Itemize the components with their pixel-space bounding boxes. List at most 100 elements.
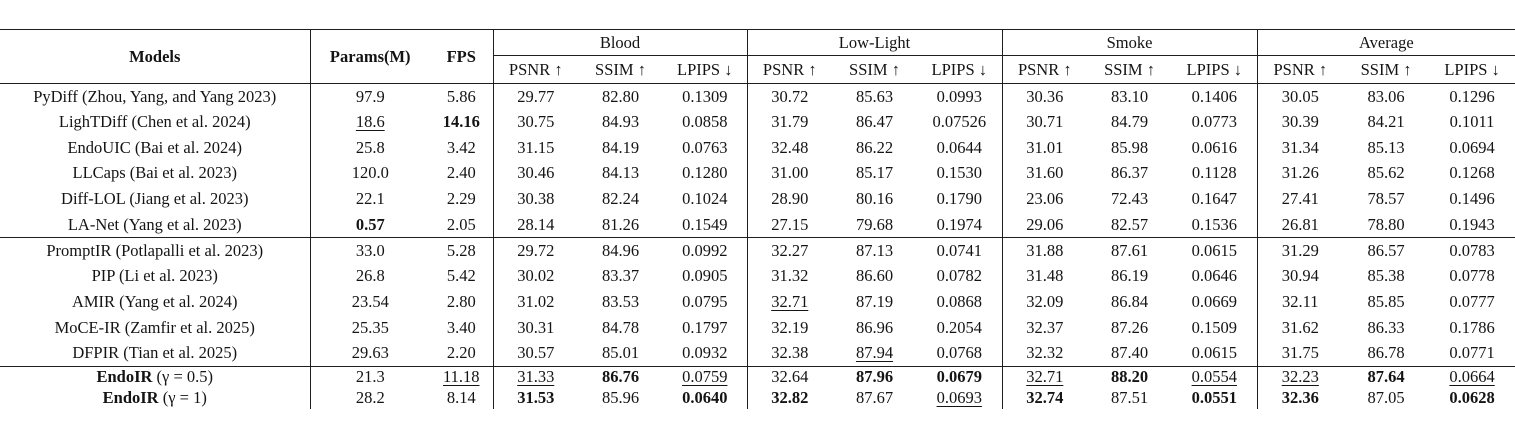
value-cell: 85.38 [1367, 266, 1405, 286]
value-cell: 87.19 [855, 291, 894, 311]
value-cell: 0.1128 [1172, 160, 1258, 187]
value-cell: 86.57 [1343, 237, 1430, 264]
value-cell: 28.90 [771, 189, 809, 209]
results-table-body: PyDiff (Zhou, Yang, and Yang 2023) 97.9 5.… [0, 83, 1515, 410]
value-cell: 0.1549 [663, 211, 748, 238]
value-cell: 5.42 [430, 263, 494, 289]
value-cell: 83.06 [1367, 86, 1405, 106]
table-row: PromptIR (Potlapalli et al. 2023) 33.0 5.2… [0, 237, 1515, 264]
metric-header-ssim: SSIM ↑ [832, 55, 917, 84]
metric-header-lpips: LPIPS ↓ [917, 55, 1003, 84]
value-cell: 31.26 [1281, 163, 1319, 183]
value-cell: 87.05 [1367, 388, 1405, 408]
value-cell: 86.19 [1110, 266, 1149, 286]
value-cell: 79.68 [855, 214, 894, 234]
value-cell: 30.31 [517, 317, 555, 337]
value-cell: 22.1 [355, 189, 385, 209]
metric-header-ssim: SSIM ↑ [578, 55, 663, 84]
value-cell: 80.16 [855, 189, 894, 209]
value-cell: 0.0644 [917, 134, 1003, 161]
value-cell: 87.40 [1110, 342, 1149, 362]
value-cell: 31.32 [771, 266, 809, 286]
value-cell: 84.13 [601, 163, 640, 183]
value-cell: 0.1974 [917, 211, 1003, 238]
value-cell: 26.8 [355, 266, 385, 286]
value-cell: 31.33 [493, 365, 578, 388]
metric-header-lpips: LPIPS ↓ [1429, 55, 1515, 84]
value-cell: 32.36 [1281, 388, 1319, 408]
value-cell: 0.1309 [663, 83, 748, 110]
value-cell: 84.96 [578, 237, 663, 264]
model-name-cell: PyDiff (Zhou, Yang, and Yang 2023) [0, 83, 311, 110]
value-cell: 29.63 [351, 342, 389, 362]
value-cell: 86.84 [1110, 291, 1149, 311]
model-name-cell: PIP (Li et al. 2023) [0, 263, 311, 289]
value-cell: 85.85 [1367, 291, 1405, 311]
value-cell: 0.0795 [663, 289, 748, 315]
value-cell: 87.64 [1343, 365, 1430, 388]
value-cell: 31.29 [1257, 237, 1344, 264]
value-cell: 31.01 [1026, 137, 1064, 157]
value-cell: 31.00 [771, 163, 809, 183]
value-cell: 87.13 [832, 237, 917, 264]
value-cell: 0.0771 [1449, 342, 1495, 362]
table-row: EndoIR (γ = 0.5) 21.3 11.18 31.33 86.76 0.075… [0, 365, 1515, 388]
value-cell: 31.75 [1281, 342, 1319, 362]
table-row: AMIR (Yang et al. 2024) 23.54 2.80 31.02 83.… [0, 289, 1515, 315]
value-cell: 3.42 [430, 134, 494, 161]
value-cell: 84.78 [601, 317, 640, 337]
column-header-fps: FPS [430, 29, 494, 84]
value-cell: 14.16 [430, 109, 494, 135]
value-cell: 29.77 [517, 86, 555, 106]
value-cell: 28.14 [517, 214, 555, 234]
value-cell: 23.54 [351, 291, 389, 311]
value-cell: 86.60 [855, 266, 894, 286]
value-cell: 26.81 [1281, 214, 1319, 234]
value-cell: 31.62 [1281, 317, 1319, 337]
value-cell: 0.1496 [1449, 189, 1495, 209]
results-table: Models Params(M) FPS Blood Low-Light Smo… [0, 29, 1515, 410]
value-cell: 84.19 [601, 137, 640, 157]
value-cell: 32.23 [1257, 365, 1344, 388]
model-name-cell: Diff-LOL (Jiang et al. 2023) [0, 186, 311, 212]
value-cell: 31.88 [1002, 237, 1088, 264]
model-name-cell: EndoUIC (Bai et al. 2024) [0, 134, 311, 161]
value-cell: 29.06 [1026, 214, 1064, 234]
model-name-cell: LighTDiff (Chen et al. 2024) [0, 109, 311, 135]
value-cell: 87.94 [855, 342, 894, 362]
value-cell: 32.71 [771, 291, 809, 311]
value-cell: 25.8 [355, 137, 385, 157]
value-cell: 32.71 [1002, 365, 1088, 388]
value-cell: 30.02 [517, 266, 555, 286]
value-cell: 8.14 [430, 387, 494, 410]
value-cell: 0.0768 [917, 340, 1003, 367]
value-cell: 0.1797 [663, 314, 748, 341]
value-cell: 82.24 [601, 189, 640, 209]
value-cell: 0.0664 [1429, 365, 1515, 388]
value-cell: 0.1268 [1449, 163, 1495, 183]
value-cell: 0.0992 [663, 237, 748, 264]
value-cell: 0.0554 [1172, 365, 1258, 388]
value-cell: 30.75 [517, 112, 555, 132]
value-cell: 32.32 [1026, 342, 1064, 362]
value-cell: 85.01 [601, 342, 640, 362]
model-name-cell: EndoIR (γ = 1) [0, 387, 311, 410]
value-cell: 32.27 [747, 237, 832, 264]
metric-header-psnr: PSNR ↑ [1002, 55, 1088, 84]
value-cell: 83.37 [601, 266, 640, 286]
value-cell: 32.37 [1026, 317, 1064, 337]
metric-header-ssim: SSIM ↑ [1087, 55, 1173, 84]
value-cell: 0.2054 [917, 314, 1003, 341]
value-cell: 85.96 [601, 388, 640, 408]
value-cell: 0.0782 [917, 263, 1003, 289]
value-cell: 32.64 [747, 365, 832, 388]
value-cell: 2.29 [430, 186, 494, 212]
table-row: LLCaps (Bai et al. 2023) 120.0 2.40 30.46 84… [0, 160, 1515, 187]
value-cell: 120.0 [351, 163, 389, 183]
value-cell: 30.94 [1281, 266, 1319, 286]
value-cell: 2.05 [430, 211, 494, 238]
table-row: Diff-LOL (Jiang et al. 2023) 22.1 2.29 30.3… [0, 186, 1515, 212]
value-cell: 97.9 [355, 86, 385, 106]
value-cell: 87.67 [855, 388, 894, 408]
value-cell: 0.1406 [1172, 83, 1258, 110]
